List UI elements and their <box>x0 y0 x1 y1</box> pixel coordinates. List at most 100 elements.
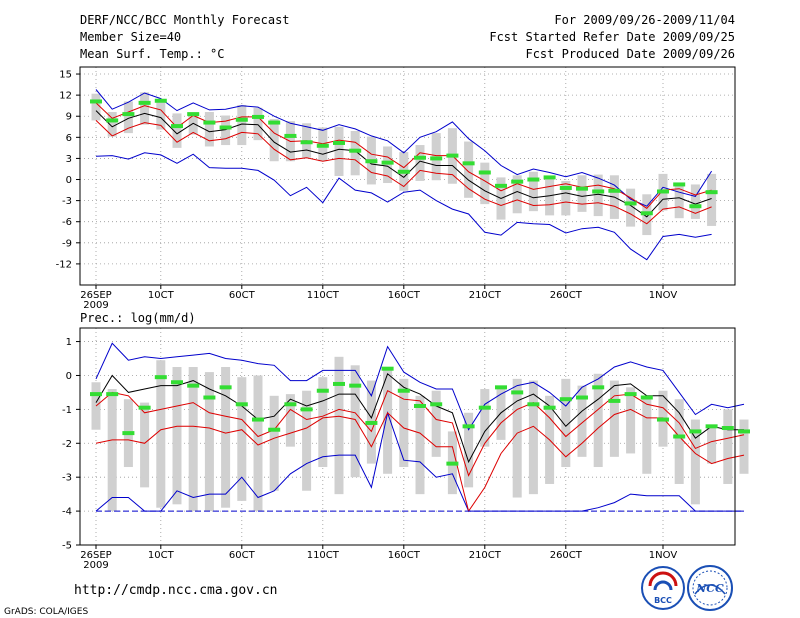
temp-box <box>237 104 247 146</box>
prec-box <box>188 366 198 512</box>
prec-box <box>464 412 474 488</box>
temp-median-mark <box>511 179 524 184</box>
prec-ytick-label: -3 <box>62 473 72 484</box>
prec-median-mark <box>414 403 426 408</box>
prec-xtick-label: 1NOV <box>649 550 678 561</box>
temp-box <box>480 162 490 205</box>
temperature-variable-label: Mean Surf. Temp.: °C <box>80 47 225 61</box>
prec-box <box>674 399 684 484</box>
prec-median-mark <box>543 405 556 410</box>
forecast-produced-date: Fcst Produced Date 2009/09/26 <box>525 47 735 61</box>
temp-median-mark <box>316 143 329 148</box>
prec-mean-line <box>95 372 744 464</box>
temp-box <box>464 141 474 198</box>
prec-box <box>204 372 214 512</box>
prec-median-mark <box>689 429 702 434</box>
temp-box <box>415 145 425 181</box>
prec-box <box>512 378 522 498</box>
prec-median-mark <box>171 380 183 385</box>
temp-median-mark <box>349 148 362 153</box>
prec-box <box>626 387 636 454</box>
temp-xtick-sublabel: 2009 <box>83 300 108 311</box>
temp-ytick-label: -3 <box>62 196 72 207</box>
member-size-label: Member Size=40 <box>80 30 181 44</box>
prec-median-mark <box>219 385 232 390</box>
temp-median-mark <box>446 153 459 158</box>
prec-median-mark <box>705 424 718 429</box>
source-url: http://cmdp.ncc.cma.gov.cn <box>74 583 278 598</box>
temp-box <box>528 171 538 212</box>
temp-median-mark <box>138 100 151 105</box>
temp-box <box>512 175 522 214</box>
prec-median-mark <box>284 402 297 407</box>
temp-median-mark <box>657 189 669 194</box>
temp-upper-line <box>95 102 712 209</box>
prec-box <box>690 419 700 505</box>
prec-box <box>285 394 295 447</box>
prec-median-mark <box>122 431 135 436</box>
prec-median-mark <box>252 417 264 422</box>
temp-median-mark <box>90 99 102 104</box>
temp-box <box>707 173 717 226</box>
temp-median-mark <box>219 125 232 130</box>
prec-median-mark <box>300 407 313 412</box>
prec-box <box>140 402 150 488</box>
prec-median-mark <box>397 388 410 393</box>
temp-median-mark <box>592 189 605 194</box>
temp-median-mark <box>527 177 540 182</box>
prec-box <box>107 389 117 512</box>
figure-title: DERF/NCC/BCC Monthly Forecast <box>80 13 290 27</box>
temp-median-mark <box>576 186 588 191</box>
precipitation-variable-label: Prec.: log(mm/d) <box>80 311 196 325</box>
temp-box <box>221 115 231 146</box>
temp-median-mark <box>462 161 475 166</box>
prec-box <box>156 360 166 508</box>
prec-lower-line <box>95 408 745 513</box>
temp-xtick-label: 260CT <box>550 290 583 301</box>
temp-box <box>253 107 263 141</box>
prec-box <box>593 373 603 468</box>
temp-box <box>172 113 182 148</box>
temp-xtick-label: 160CT <box>388 290 421 301</box>
prec-xtick-sublabel: 2009 <box>83 560 108 571</box>
temp-xtick-label: 26SEP <box>80 290 111 301</box>
temp-box <box>140 92 150 125</box>
prec-median-mark <box>478 405 491 410</box>
prec-box <box>302 390 312 491</box>
prec-median-mark <box>624 392 637 397</box>
prec-box <box>221 366 231 508</box>
prec-median-mark <box>576 395 588 400</box>
prec-box <box>723 409 733 484</box>
temp-ytick-label: 12 <box>59 91 72 102</box>
temp-median-mark <box>397 169 410 174</box>
prec-median-mark <box>203 395 216 400</box>
temp-median-mark <box>430 156 443 161</box>
prec-box <box>334 356 344 495</box>
prec-median-mark <box>527 402 540 407</box>
temp-median-mark <box>640 211 653 216</box>
temp-xtick-label: 1NOV <box>649 290 678 301</box>
temp-median-mark <box>381 160 394 165</box>
temp-median-mark <box>543 175 556 180</box>
prec-median-mark <box>559 397 572 402</box>
temp-box <box>626 188 636 227</box>
temp-mean-line <box>95 110 712 218</box>
temp-box <box>334 126 344 176</box>
prec-median-mark <box>673 434 686 439</box>
temp-median-mark <box>705 190 718 195</box>
grads-credit: GrADS: COLA/IGES <box>4 607 88 617</box>
temp-median-mark <box>154 98 167 103</box>
temp-frame <box>79 66 736 286</box>
prec-median-mark <box>333 381 345 386</box>
prec-median-mark <box>106 392 119 397</box>
prec-box <box>383 368 393 474</box>
prec-ytick-label: -2 <box>62 439 72 450</box>
temp-median-mark <box>608 188 621 193</box>
temp-xtick-label: 10CT <box>148 290 175 301</box>
temp-median-mark <box>235 117 248 122</box>
prec-box <box>253 375 263 512</box>
prec-box <box>642 395 652 474</box>
temp-median-mark <box>252 114 264 119</box>
temp-box <box>156 100 166 130</box>
